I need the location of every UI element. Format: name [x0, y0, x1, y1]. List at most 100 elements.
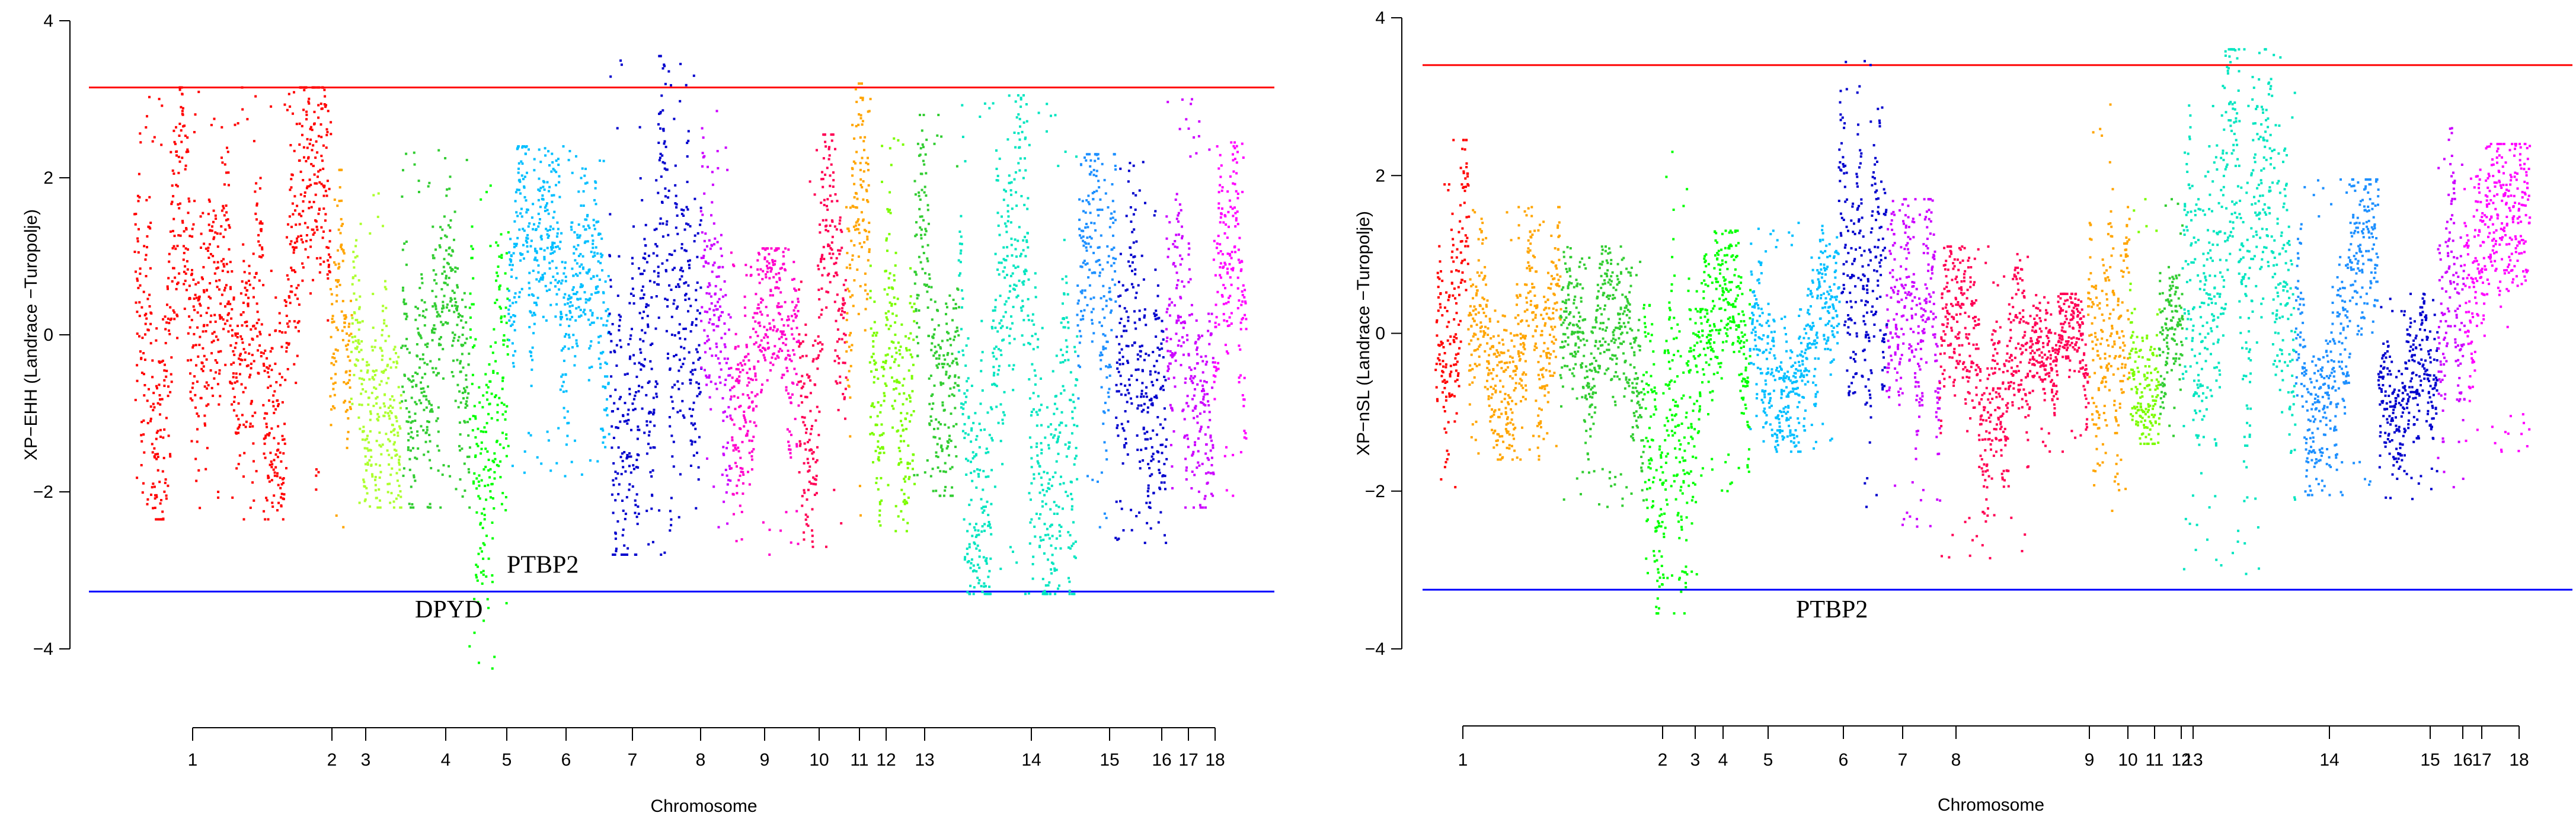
data-point [780, 335, 783, 338]
data-point [431, 331, 434, 334]
data-point [988, 585, 991, 588]
data-point [528, 431, 530, 434]
data-point [928, 402, 931, 405]
data-point [992, 102, 995, 105]
data-point [1030, 446, 1033, 449]
data-point [638, 267, 640, 270]
data-point [909, 295, 912, 298]
data-point [515, 277, 518, 280]
data-point [639, 177, 642, 180]
data-point [295, 382, 298, 385]
data-point [223, 322, 226, 325]
data-point [679, 268, 682, 271]
data-point [1011, 272, 1014, 275]
data-point [628, 465, 631, 468]
data-point [764, 359, 767, 361]
data-point [677, 283, 680, 286]
data-point [593, 199, 596, 201]
data-point [873, 376, 876, 379]
data-point [356, 255, 359, 258]
data-point [493, 477, 496, 480]
data-point [453, 337, 456, 340]
data-point [364, 498, 367, 501]
data-point [906, 466, 909, 469]
data-point [649, 344, 652, 346]
data-point [335, 514, 338, 517]
data-point [753, 312, 756, 315]
data-point [769, 369, 772, 372]
data-point [708, 239, 711, 242]
data-point [360, 340, 363, 343]
data-point [805, 431, 807, 434]
data-point [988, 107, 991, 110]
data-point [682, 363, 685, 366]
data-point [688, 264, 691, 267]
data-point [717, 300, 719, 303]
data-point [891, 405, 894, 408]
data-point [207, 247, 210, 249]
data-point [321, 159, 324, 162]
data-point [689, 225, 692, 228]
data-point [620, 63, 623, 66]
data-point [405, 407, 408, 410]
data-point [884, 312, 887, 315]
data-point [603, 436, 606, 439]
data-point [698, 357, 701, 360]
data-point [602, 159, 605, 162]
data-point [634, 504, 637, 507]
data-point [832, 171, 835, 174]
data-point [551, 152, 554, 155]
data-point [1034, 374, 1037, 377]
data-point [926, 244, 929, 247]
data-point [391, 467, 394, 470]
data-point [675, 354, 677, 356]
data-point [208, 200, 211, 203]
data-point [770, 247, 773, 250]
data-point [475, 564, 478, 567]
data-point [962, 354, 965, 357]
data-point [345, 382, 348, 385]
data-point [951, 393, 954, 396]
data-point [437, 406, 440, 409]
data-point [436, 315, 439, 318]
data-point [444, 234, 447, 237]
data-point [191, 235, 194, 238]
data-point [1043, 552, 1046, 555]
data-point [219, 317, 222, 320]
data-point [851, 294, 854, 297]
data-point [404, 344, 407, 347]
data-point [851, 123, 854, 126]
data-point [482, 569, 485, 572]
data-point [741, 441, 744, 443]
data-point [663, 142, 666, 145]
data-point [752, 409, 755, 412]
data-point [751, 400, 754, 403]
data-point [488, 476, 491, 479]
data-point [136, 332, 139, 335]
data-point [351, 402, 354, 405]
data-point [918, 326, 921, 329]
data-point [664, 297, 667, 300]
data-point [813, 494, 816, 496]
data-point [739, 504, 742, 507]
data-point [961, 104, 964, 107]
data-point [961, 412, 964, 415]
data-point [708, 282, 711, 285]
data-point [399, 506, 402, 509]
data-point [1003, 303, 1006, 306]
data-point [999, 349, 1002, 352]
data-point [661, 154, 664, 157]
data-point [220, 316, 223, 319]
data-point [592, 321, 595, 324]
data-point [145, 312, 148, 315]
data-point [939, 345, 942, 348]
data-point [922, 252, 925, 254]
data-point [417, 180, 420, 183]
data-point [465, 374, 468, 377]
data-point [628, 488, 631, 491]
data-point [359, 222, 362, 225]
data-point [797, 542, 800, 545]
data-point [267, 386, 270, 389]
data-point [637, 513, 640, 515]
data-point [839, 229, 842, 232]
